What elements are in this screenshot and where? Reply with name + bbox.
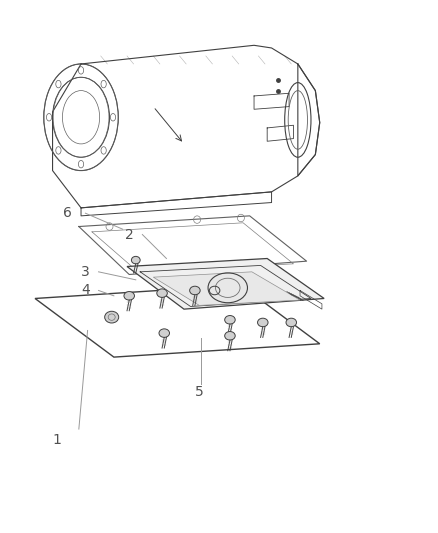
Ellipse shape (159, 329, 170, 337)
Text: 4: 4 (81, 284, 90, 297)
Text: 1: 1 (53, 433, 61, 447)
Ellipse shape (157, 289, 167, 297)
Ellipse shape (225, 316, 235, 324)
Ellipse shape (286, 318, 297, 327)
Text: 2: 2 (125, 228, 134, 241)
Ellipse shape (131, 256, 140, 264)
Polygon shape (153, 272, 300, 305)
Polygon shape (127, 259, 324, 309)
Ellipse shape (105, 311, 119, 323)
Text: 3: 3 (81, 265, 90, 279)
Text: 5: 5 (195, 385, 204, 399)
Polygon shape (35, 285, 320, 357)
Ellipse shape (190, 286, 200, 295)
Ellipse shape (225, 332, 235, 340)
Ellipse shape (124, 292, 134, 300)
Text: 6: 6 (64, 206, 72, 220)
Ellipse shape (258, 318, 268, 327)
